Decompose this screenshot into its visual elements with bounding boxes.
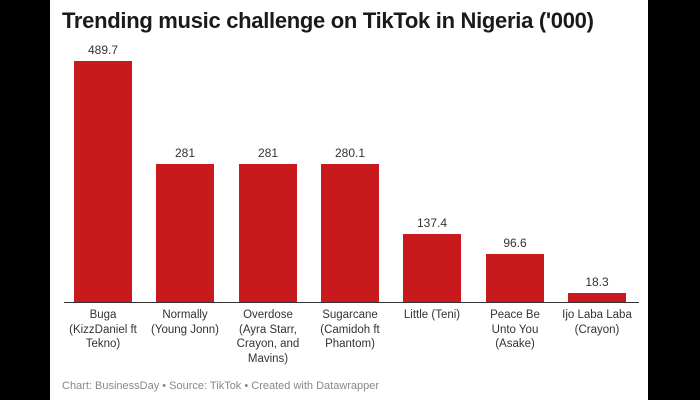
bar-value-label: 137.4 [416, 216, 448, 230]
bar [403, 234, 461, 302]
bar [568, 293, 626, 302]
plot-area: 489.7 Buga (KizzDaniel ft Tekno) 281 Normally… [50, 0, 648, 400]
bar [486, 254, 544, 302]
bar-value-label: 280.1 [334, 146, 366, 160]
category-label: Buga (KizzDaniel ft Tekno) [69, 309, 137, 350]
category-label: Sugarcane (Camidoh ft Phantom) [320, 309, 380, 350]
bar [74, 61, 132, 302]
bar [239, 164, 297, 302]
category-label: Overdose (Ayra Starr, Crayon, and Mavins) [236, 309, 300, 365]
category-label: Little (Teni) [403, 309, 461, 321]
bar-value-label: 96.6 [503, 236, 527, 250]
bar-value-label: 281 [174, 146, 196, 160]
chart-footer: Chart: BusinessDay • Source: TikTok • Cr… [62, 380, 380, 392]
chart-canvas: Trending music challenge on TikTok in Ni… [50, 0, 648, 400]
category-label: Normally (Young Jonn) [151, 309, 219, 336]
bar [156, 164, 214, 302]
category-label: Peace Be Unto You (Asake) [490, 309, 540, 350]
bar-value-label: 18.3 [585, 275, 609, 289]
category-label: Ijo Laba Laba (Crayon) [562, 309, 632, 336]
bar-value-label: 281 [257, 146, 279, 160]
bar-value-label: 489.7 [87, 43, 119, 57]
x-axis-baseline [64, 302, 639, 303]
bar [321, 164, 379, 302]
chart-title: Trending music challenge on TikTok in Ni… [62, 8, 594, 33]
